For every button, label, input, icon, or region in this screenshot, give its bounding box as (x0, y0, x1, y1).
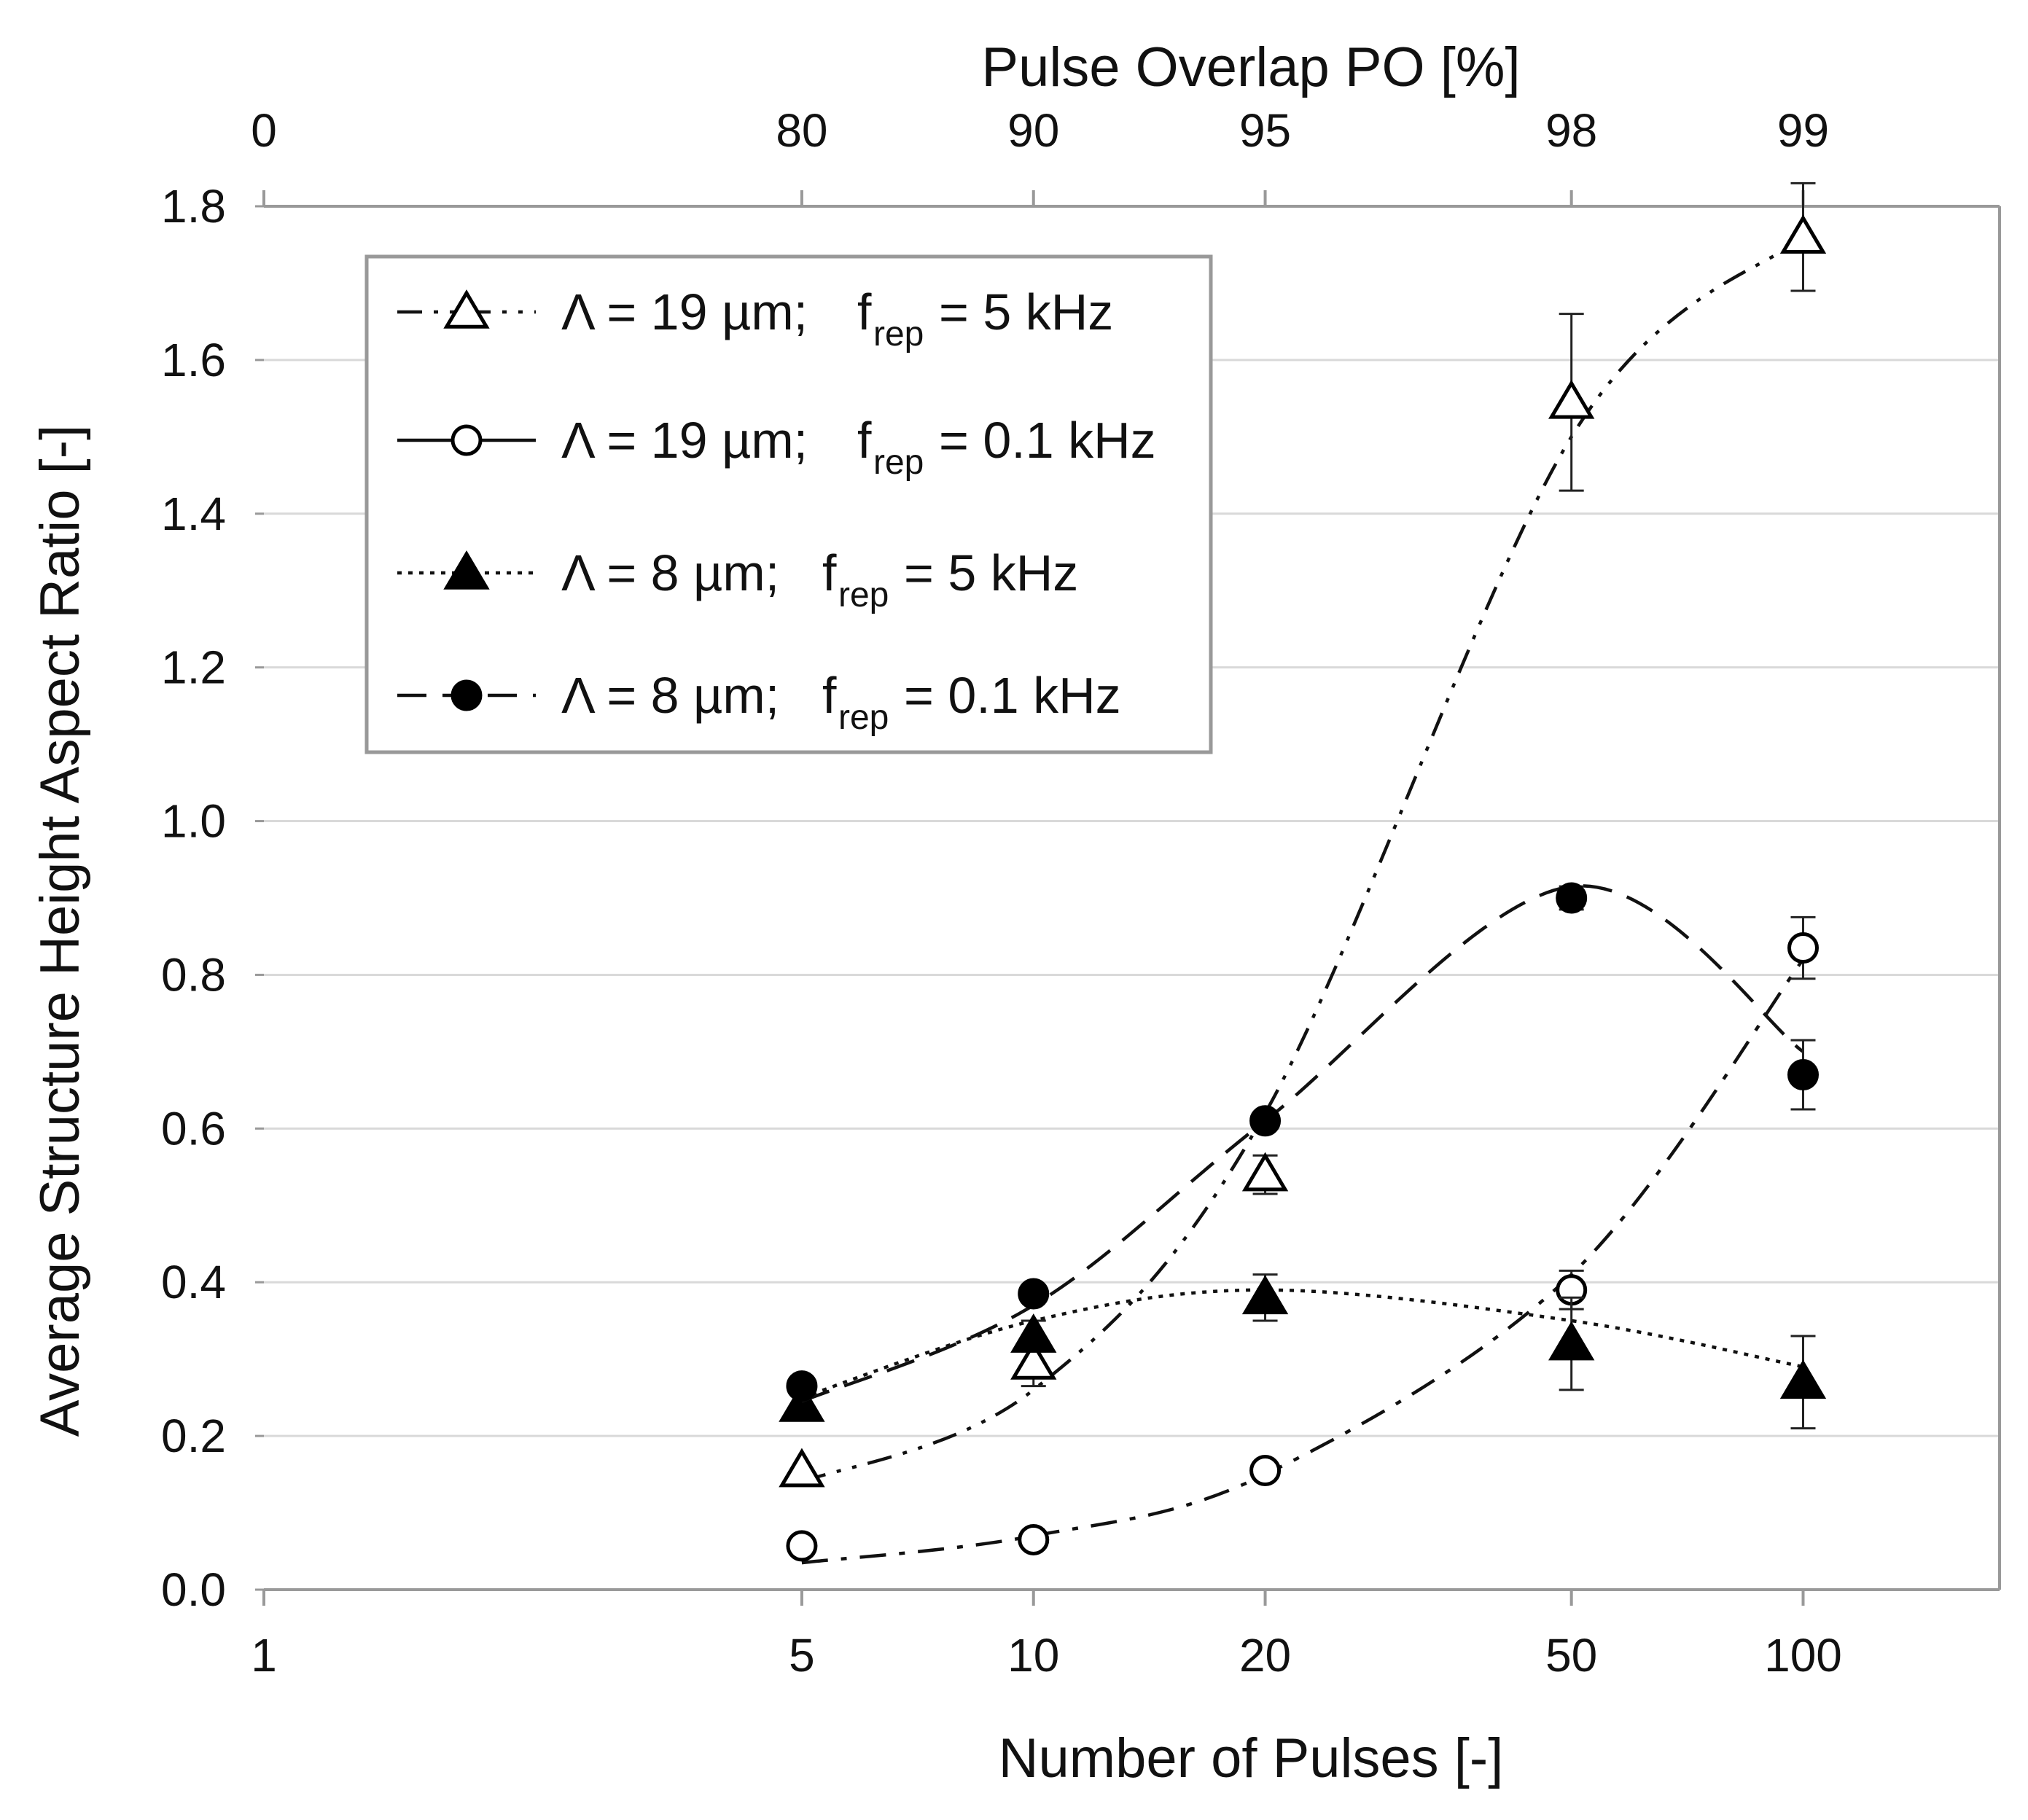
data-point (786, 1370, 818, 1402)
top-tick-label: 90 (1007, 104, 1059, 157)
data-point (1249, 1455, 1282, 1487)
data-point (1779, 1359, 1827, 1399)
top-tick-label: 95 (1239, 104, 1291, 157)
x-tick-label: 1 (251, 1629, 277, 1682)
legend-label-sub: rep (873, 443, 924, 482)
y-tick-label: 0.8 (161, 948, 226, 1001)
legend-label-freq: = 0.1 kHz (904, 667, 1121, 724)
legend-entry: Λ = 19 µm; f rep = 5 kHz (561, 284, 1113, 354)
data-point (1010, 1313, 1057, 1353)
x-axis-title: Number of Pulses [-] (999, 1727, 1504, 1789)
data-point (1249, 1105, 1282, 1137)
data-point (1787, 932, 1819, 964)
y-tick-label: 1.8 (161, 180, 226, 233)
y-tick-label: 1.0 (161, 795, 226, 848)
x-tick-label: 100 (1764, 1629, 1842, 1682)
top-tick-label: 99 (1777, 104, 1829, 157)
data-point (779, 1448, 825, 1488)
data-point (1787, 1059, 1819, 1091)
data-point (1548, 1321, 1595, 1361)
series-group (779, 181, 1827, 1488)
data-point (1018, 1278, 1050, 1310)
y-tick-label: 0.0 (161, 1563, 226, 1616)
top-tick-label: 0 (251, 104, 277, 157)
legend-marker (451, 679, 483, 711)
legend-label-freq: = 5 kHz (904, 544, 1078, 601)
legend-label-f: f (857, 284, 872, 340)
legend: Λ = 19 µm; f rep = 5 kHz Λ = 19 µm; f re… (364, 254, 1213, 754)
data-point (1010, 1340, 1057, 1380)
data-point (1779, 214, 1827, 254)
legend-label-freq: = 5 kHz (939, 284, 1113, 340)
legend-samples (397, 289, 536, 711)
legend-entry: Λ = 8 µm; f rep = 5 kHz (561, 544, 1078, 614)
legend-entry: Λ = 8 µm; f rep = 0.1 kHz (561, 667, 1121, 737)
y-tick-label: 1.2 (161, 641, 226, 694)
y-tick-label: 0.4 (161, 1256, 226, 1308)
data-point (1241, 1152, 1289, 1192)
legend-label-sub: rep (838, 576, 889, 614)
legend-label-f: f (822, 544, 837, 601)
axes: 0.0 0.2 0.4 0.6 0.8 1.0 1.2 1.4 1.6 1.8 1 5 10 20 50 10… (161, 104, 2001, 1682)
x-tick-label: 50 (1545, 1629, 1597, 1682)
legend-marker (443, 289, 490, 329)
y-tick-label: 0.2 (161, 1410, 226, 1462)
legend-marker (451, 424, 483, 456)
data-point (1018, 1523, 1050, 1555)
series-trend-line (801, 958, 1805, 1565)
series-trend-line (801, 884, 1804, 1403)
series-group (779, 1273, 1827, 1430)
legend-label-sub: rep (873, 315, 924, 354)
legend-label-freq: = 0.1 kHz (939, 412, 1156, 469)
data-point (786, 1530, 818, 1562)
top-axis-title: Pulse Overlap PO [%] (981, 36, 1520, 98)
y-tick-label: 1.4 (161, 488, 226, 540)
legend-marker (443, 550, 490, 590)
legend-entry: Λ = 19 µm; f rep = 0.1 kHz (561, 412, 1156, 482)
series-group (786, 882, 1819, 1403)
top-tick-label: 98 (1545, 104, 1597, 157)
data-point (1548, 379, 1595, 419)
x-tick-label: 20 (1239, 1629, 1291, 1682)
legend-label-sub: rep (838, 698, 889, 737)
y-tick-label: 0.6 (161, 1102, 226, 1155)
data-point (779, 1383, 825, 1422)
x-tick-label: 5 (789, 1629, 815, 1682)
y-axis-title: Average Structure Height Aspect Ratio [-… (29, 425, 91, 1437)
series (779, 181, 1827, 1565)
top-tick-label: 80 (776, 104, 827, 157)
legend-label-f: f (822, 667, 837, 724)
data-point (1556, 882, 1588, 914)
y-tick-label: 1.6 (161, 334, 226, 386)
legend-label-f: f (857, 412, 872, 469)
legend-label-lambda: Λ = 19 µm; (561, 284, 808, 340)
legend-label-lambda: Λ = 19 µm; (561, 412, 808, 469)
x-tick-label: 10 (1007, 1629, 1059, 1682)
legend-frame (364, 254, 1213, 754)
data-point (1241, 1275, 1289, 1315)
legend-label-lambda: Λ = 8 µm; (561, 667, 779, 724)
legend-label-lambda: Λ = 8 µm; (561, 544, 779, 601)
series-trend-line (801, 235, 1804, 1484)
